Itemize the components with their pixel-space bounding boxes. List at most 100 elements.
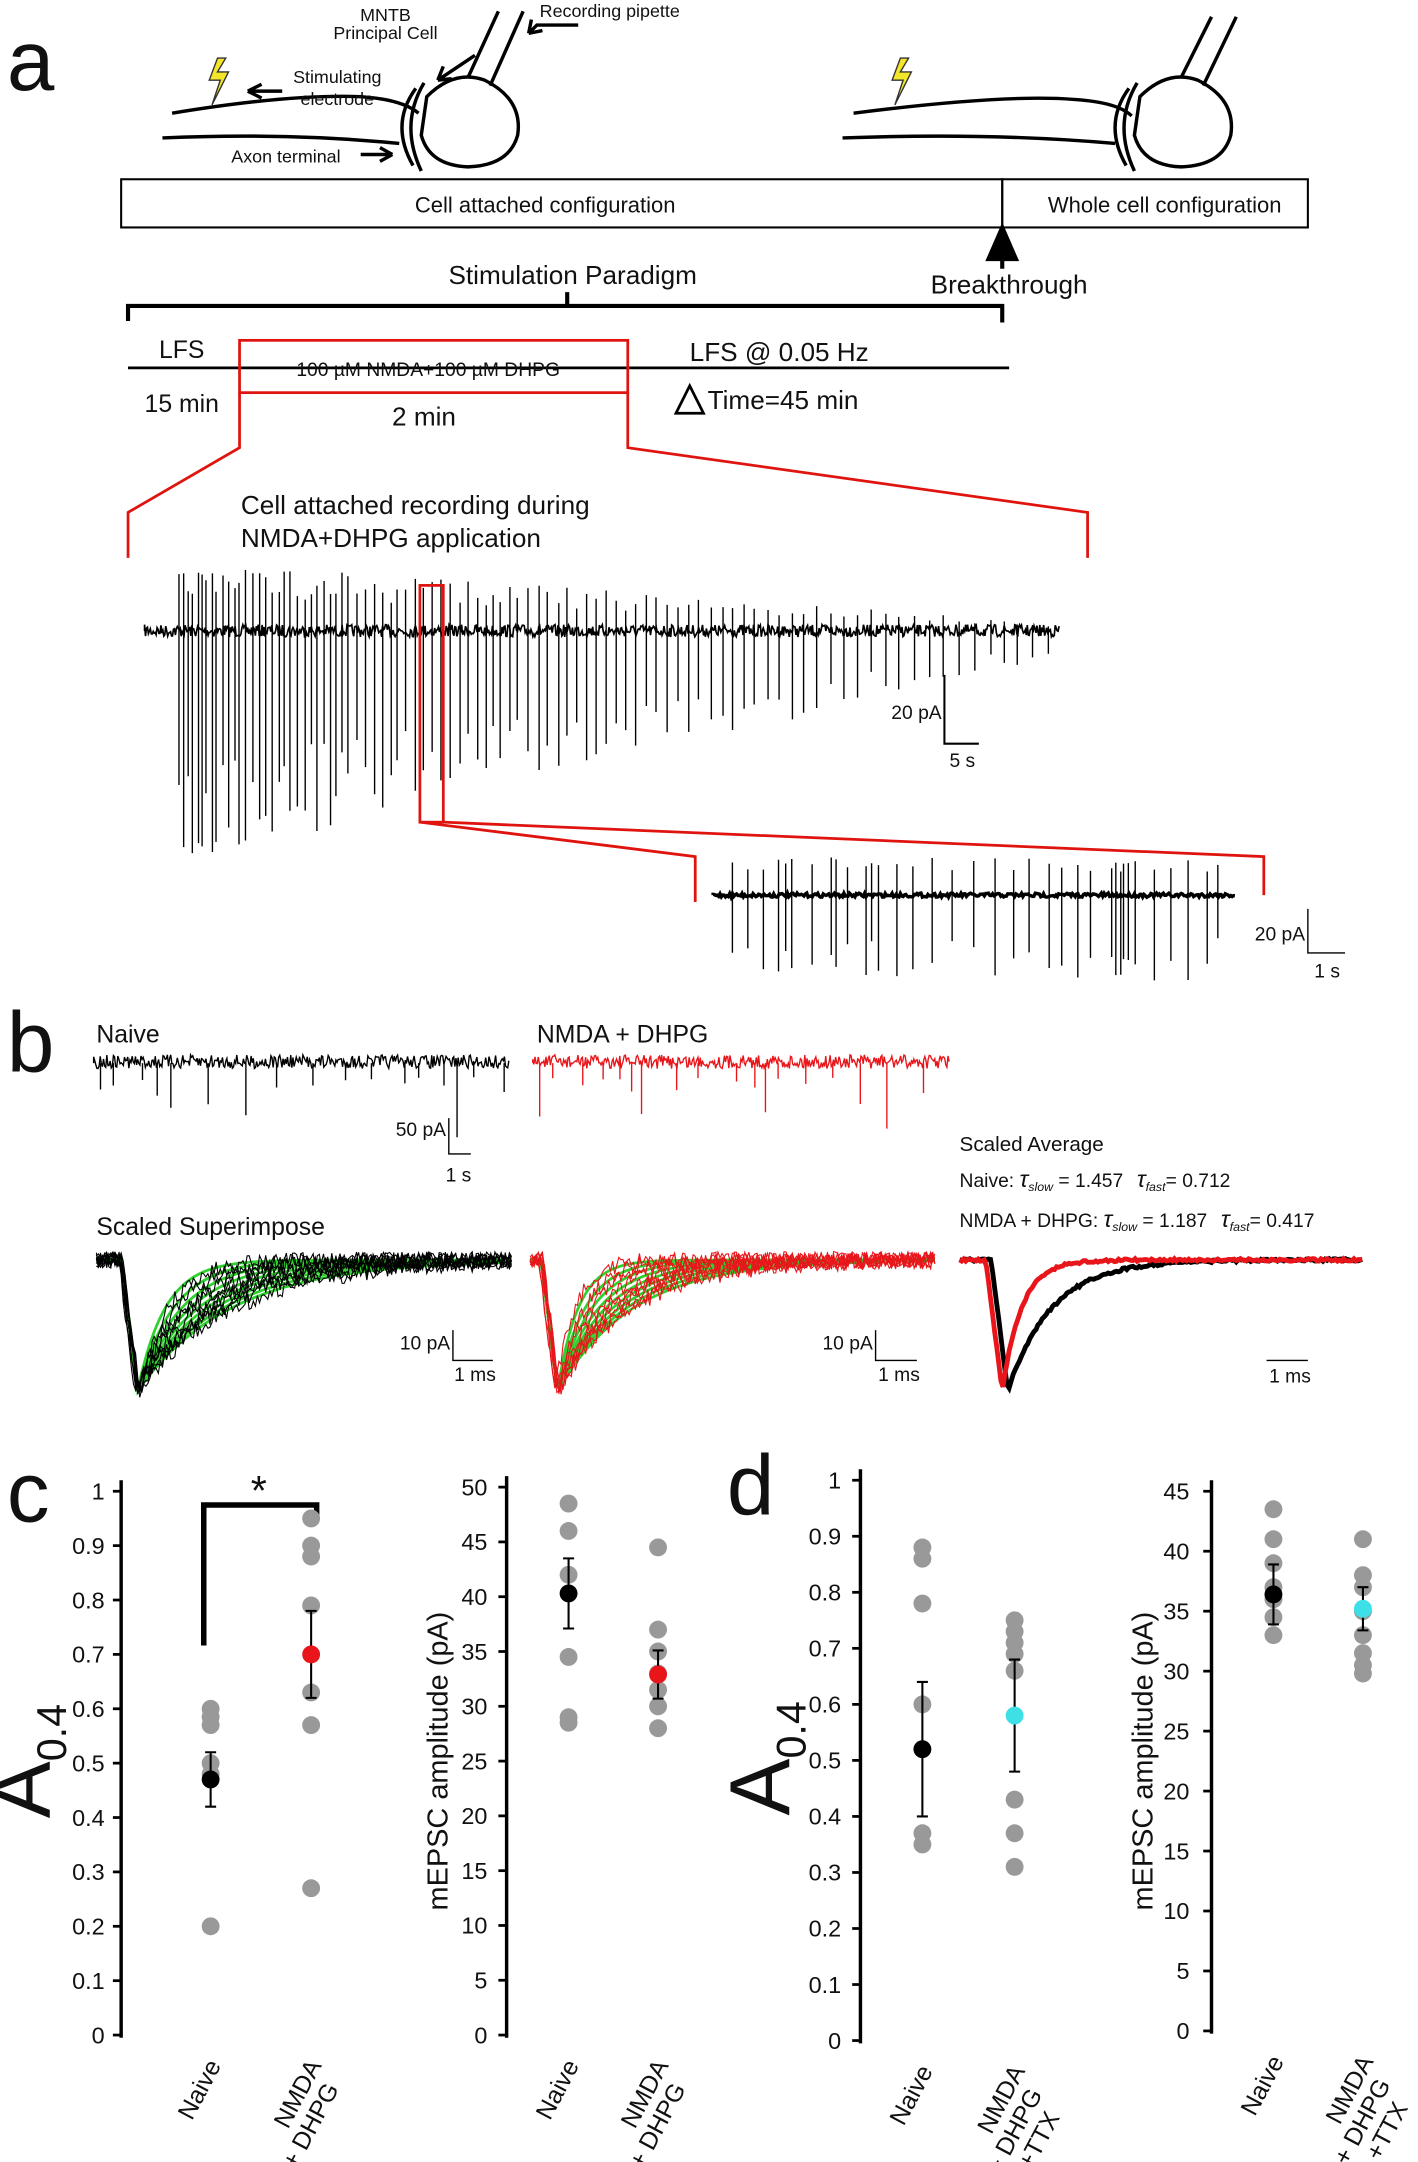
data-point: [1005, 1824, 1024, 1843]
scaled-trace: [95, 1251, 512, 1394]
data-point: [649, 1719, 668, 1738]
tau-sub: slow: [1112, 1220, 1138, 1234]
y-tick-label: 0.4: [809, 1804, 842, 1830]
y-tick-label: 1: [828, 1468, 841, 1494]
mepsc-traces: [92, 1052, 1364, 1398]
schematic: [162, 10, 1238, 172]
drug: 100 µM NMDA+100 µM DHPG: [296, 360, 560, 381]
tau-sub: fast: [1230, 1220, 1251, 1234]
fit-curve: [530, 1258, 935, 1388]
axon: [842, 96, 1133, 146]
tau-value: 0.712: [1182, 1171, 1230, 1192]
x-tick-label: NMDA+ DHPG+TTX: [1306, 2051, 1418, 2162]
mini-events: [99, 1063, 505, 1138]
data-point: [1005, 1857, 1024, 1876]
tau-sub: fast: [1146, 1180, 1167, 1194]
bolt: [208, 57, 230, 106]
y-tick-label: 45: [1163, 1479, 1189, 1505]
y-label-main: A: [0, 1761, 69, 1818]
scale-label: 10 pA: [400, 1333, 450, 1354]
y-tick-label: 0.8: [72, 1587, 105, 1613]
trace-noise: [143, 621, 1060, 640]
y-tick-label: 0: [474, 2022, 487, 2048]
config-label: Cell attached configuration: [415, 192, 676, 217]
panel-label: c: [7, 1446, 50, 1541]
tau-value: 1.187: [1159, 1211, 1207, 1232]
y-tick-label: 0.1: [72, 1968, 105, 1994]
scale-label: 1 s: [446, 1165, 472, 1186]
axon-label: Axon terminal: [231, 147, 340, 167]
axon: [162, 134, 400, 146]
data-point: [649, 1620, 668, 1639]
recording-trace: [143, 569, 1236, 981]
scale-label: 20 pA: [1255, 925, 1305, 946]
mean-point: [1353, 1599, 1372, 1618]
y-tick-label: 0.3: [72, 1859, 105, 1885]
fit-curve: [530, 1258, 935, 1390]
cell: [1132, 75, 1234, 169]
significance-bracket: [200, 1502, 320, 1646]
y-tick-label: 40: [461, 1584, 487, 1610]
mean-point: [559, 1584, 578, 1603]
x-tick-label: NMDA+ DHPG+TTX: [958, 2061, 1078, 2162]
y-label-sub: 0.4: [768, 1701, 814, 1758]
scaled-trace: [529, 1251, 936, 1394]
electrode-label: Stimulating: [293, 67, 381, 87]
data-point: [1005, 1790, 1024, 1809]
fit-label: NMDA + DHPG:: [960, 1211, 1099, 1232]
y-tick-label: 0.5: [72, 1750, 105, 1776]
fit-curve: [530, 1258, 935, 1389]
drug-time: 2 min: [392, 402, 456, 432]
x-tick-label: NMDA+ DHPG: [601, 2055, 698, 2162]
y-tick-label: 35: [1163, 1598, 1189, 1624]
scale-bar: [448, 1118, 471, 1155]
mini-events: [538, 1063, 925, 1129]
x-tick-label: NMDA+ DHPG: [254, 2055, 351, 2162]
tau: τ: [1020, 1166, 1030, 1192]
data-point: [559, 1494, 578, 1513]
tau: τ: [1221, 1206, 1231, 1232]
equals: =: [1166, 1171, 1177, 1192]
data-point: [1353, 1530, 1372, 1549]
fit-line: Naive: τslow = 1.457 τfast= 0.712: [960, 1166, 1231, 1196]
mean-point: [913, 1740, 932, 1759]
mini-noise: [532, 1053, 950, 1071]
scale-label: 5 s: [949, 751, 975, 772]
data-point: [913, 1835, 932, 1854]
data-point: [1264, 1554, 1283, 1573]
arrow: [436, 53, 476, 82]
fit-label: Naive:: [960, 1171, 1015, 1192]
fit-curve: [530, 1258, 935, 1389]
fit-curve: [530, 1258, 935, 1388]
scaled-trace: [529, 1252, 936, 1394]
equals: =: [1142, 1211, 1153, 1232]
y-tick-label: 35: [461, 1639, 487, 1665]
y-tick-label: 0.4: [72, 1805, 105, 1831]
y-tick-label: 20: [1163, 1778, 1189, 1804]
y-tick-label: 5: [474, 1968, 487, 1994]
data-point: [1264, 1530, 1283, 1549]
cell: [419, 75, 521, 169]
breakthrough: Breakthrough: [931, 270, 1088, 300]
y-label: A0.4: [713, 1701, 815, 1815]
equals: =: [1250, 1211, 1261, 1232]
mean-point: [1005, 1706, 1024, 1725]
y-label: mEPSC amplitude (pA): [422, 1612, 454, 1911]
panel-label: a: [7, 14, 55, 109]
arrow: [360, 146, 394, 163]
data-point: [559, 1713, 578, 1732]
data-point: [201, 1917, 220, 1936]
data-point: [1264, 1500, 1283, 1519]
y-tick-label: 15: [1163, 1838, 1189, 1864]
data-point: [559, 1522, 578, 1540]
scale-bar: [452, 1330, 493, 1362]
lfs-time: 15 min: [145, 391, 219, 418]
breakthrough-arrow: [985, 222, 1020, 269]
scale-label: 1 ms: [878, 1365, 920, 1386]
delta: [673, 382, 706, 415]
fit-line: NMDA + DHPG: τslow = 1.187 τfast= 0.417: [960, 1206, 1315, 1236]
y-tick-label: 45: [461, 1529, 487, 1555]
lfs-after: LFS @ 0.05 Hz: [690, 337, 869, 367]
data-point: [1353, 1664, 1372, 1683]
